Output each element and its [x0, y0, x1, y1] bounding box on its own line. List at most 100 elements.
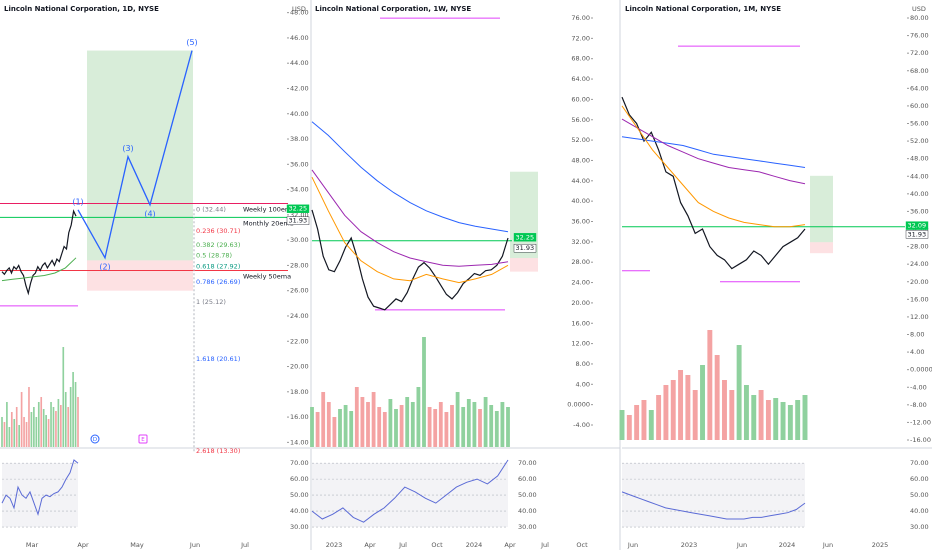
chart-title: Lincoln National Corporation, 1M, NYSE	[625, 5, 781, 13]
volume-bar	[722, 380, 727, 440]
ema-line	[621, 118, 806, 185]
volume-bar	[416, 387, 421, 447]
y2-tick-label: 76.00	[571, 14, 590, 22]
volume-bar	[55, 411, 57, 447]
y-tick-label: 48.00	[290, 9, 309, 17]
volume-bar	[506, 407, 510, 447]
wave-path	[77, 50, 193, 260]
y-tick-label: 16.00	[910, 295, 929, 303]
x-tick-label: Jul	[540, 541, 549, 549]
y2-tick-label: 52.00	[571, 136, 590, 144]
y-tick-label: 28.00	[910, 243, 929, 251]
stop-zone	[810, 242, 833, 254]
x-tick-label: Jun	[822, 541, 833, 549]
y-tick-label: 80.00	[910, 14, 929, 22]
price-tag-label: 31.93	[908, 230, 927, 238]
volume-bar	[60, 405, 62, 447]
volume-bar	[472, 402, 477, 447]
rsi-tick-label: 70.00	[518, 459, 537, 467]
volume-bar	[349, 411, 354, 447]
event-badge-label: D	[93, 437, 97, 443]
rsi-tick-label: 60.00	[910, 475, 929, 483]
volume-bar	[438, 402, 443, 447]
rsi-tick-label: 40.00	[518, 507, 537, 515]
x-tick-label: Mar	[26, 541, 39, 549]
level-label: Weekly 50ema	[243, 272, 291, 280]
rsi-tick-label: 50.00	[290, 491, 309, 499]
volume-bar	[455, 392, 460, 447]
volume-bar	[700, 365, 705, 440]
volume-bar	[663, 385, 669, 440]
volume-bar	[67, 407, 70, 447]
volume-bar	[478, 409, 482, 447]
price-tag	[286, 204, 310, 213]
volume-bar	[343, 405, 348, 447]
rsi-tick-label: 50.00	[518, 491, 537, 499]
rsi-tick-label: 40.00	[290, 507, 309, 515]
y-tick-label: 44.00	[290, 59, 309, 67]
volume-bar	[427, 407, 432, 447]
volume-bar	[15, 407, 18, 447]
volume-bar	[656, 395, 662, 440]
y-tick-label: 42.00	[290, 84, 309, 92]
volume-bar	[315, 412, 320, 447]
volume-bar	[20, 392, 23, 447]
y-tick-label: 72.00	[910, 49, 929, 57]
y-tick-label: 40.00	[910, 190, 929, 198]
rsi-tick-label: 60.00	[290, 475, 309, 483]
volume-bar	[338, 409, 342, 447]
volume-bar	[377, 407, 382, 447]
level-label: Monthly 20ema	[243, 219, 294, 227]
volume-bar	[6, 402, 8, 447]
y2-tick-label: 56.00	[571, 116, 590, 124]
volume-bar	[18, 425, 20, 447]
volume-bar	[692, 390, 698, 440]
y-tick-label: 8.00	[910, 331, 924, 339]
volume-bar	[45, 415, 47, 447]
volume-bar	[40, 397, 43, 447]
volume-bar	[466, 399, 471, 447]
volume-bar	[354, 387, 359, 447]
volume-bar	[743, 385, 749, 440]
price-tag	[905, 221, 929, 230]
x-tick-label: Jul	[398, 541, 407, 549]
y-tick-label: -8.00	[910, 401, 927, 409]
fib-label: 1 (25.12)	[196, 298, 226, 306]
volume-bar	[489, 405, 494, 447]
rsi-tick-label: 40.00	[910, 507, 929, 515]
y-tick-label: 36.00	[290, 160, 309, 168]
y-tick-label: 24.00	[910, 260, 929, 268]
volume-bar	[780, 402, 786, 440]
price-line	[311, 209, 509, 311]
volume-bar	[35, 417, 38, 447]
volume-bar	[729, 390, 735, 440]
fib-label: 0.382 (29.63)	[196, 241, 240, 249]
y2-tick-label: 48.00	[571, 156, 590, 164]
rsi-tick-label: 70.00	[910, 459, 929, 467]
x-tick-label: Oct	[576, 541, 588, 549]
y2-tick-label: -4.00	[573, 421, 590, 429]
ema-line	[621, 136, 806, 168]
event-badge	[138, 434, 148, 444]
y2-tick-label: 60.00	[571, 95, 590, 103]
volume-bar	[795, 400, 801, 440]
volume-bar	[72, 372, 74, 447]
y-tick-label: 24.00	[290, 312, 309, 320]
x-tick-label: Jun	[627, 541, 638, 549]
rsi-tick-label: 30.00	[518, 523, 537, 531]
x-tick-label: Apr	[77, 541, 89, 549]
ema-line	[311, 121, 509, 233]
volume-bar	[714, 355, 720, 440]
fib-label: 0.5 (28.78)	[196, 252, 232, 260]
y2-tick-label: 12.00	[571, 340, 590, 348]
volume-bar	[360, 397, 365, 447]
volume-bar	[405, 397, 410, 447]
price-line	[1, 209, 77, 296]
price-tag-label: 31.93	[289, 217, 308, 225]
stop-zone	[510, 258, 538, 272]
volume-bar	[634, 405, 640, 440]
y-tick-label: 60.00	[910, 102, 929, 110]
event-badge-label: E	[141, 437, 145, 443]
